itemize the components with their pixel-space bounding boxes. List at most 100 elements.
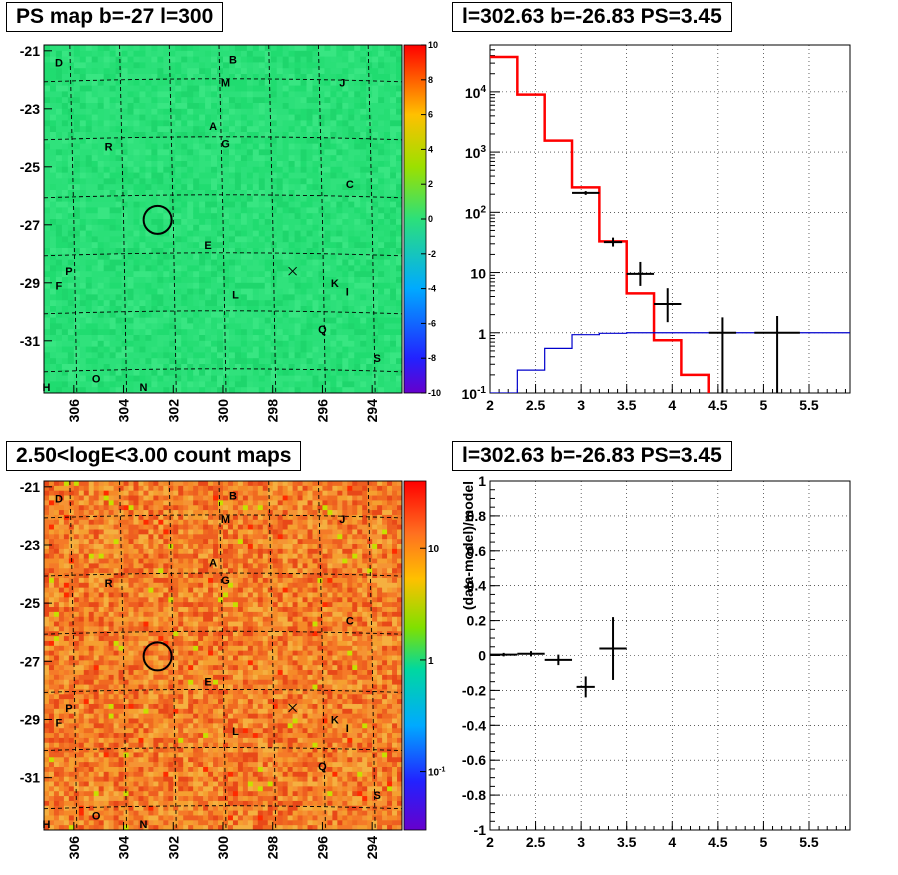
source-label-F: F bbox=[56, 281, 63, 293]
map-ytick-label: -29 bbox=[20, 275, 40, 291]
map-xtick-label: 296 bbox=[314, 399, 330, 423]
count-map-panel: -21 -23 -25 -27 -29 -31 306 304 302 300 298 296 294 D… bbox=[20, 479, 446, 860]
source-label-N: N bbox=[139, 382, 147, 394]
spectrum-ytick-label: 102 bbox=[465, 204, 487, 221]
residual-ytick-label: -0.2 bbox=[462, 682, 486, 698]
map-meridian bbox=[317, 481, 326, 830]
map-xtick-label: 298 bbox=[265, 836, 281, 860]
ps-map-panel: -21 -23 -25 -27 -29 -31 306 304 302 300 298 296 294 D… bbox=[20, 40, 441, 422]
source-label-Q: Q bbox=[318, 324, 327, 336]
source-label-E: E bbox=[204, 677, 211, 689]
source-label-C: C bbox=[346, 179, 354, 191]
spectrum-xtick-label: 2 bbox=[486, 397, 494, 413]
map-parallel bbox=[44, 78, 402, 83]
residual-xtick-label: 3 bbox=[577, 834, 585, 850]
map-parallel bbox=[44, 310, 402, 315]
colorbar-label: 6 bbox=[428, 110, 433, 120]
source-labels: D BM J A R G C E PF L KI Q S O N H bbox=[43, 491, 381, 832]
map-ytick-label: -31 bbox=[20, 770, 40, 786]
spectrum-xtick-label: 4.5 bbox=[708, 397, 728, 413]
source-label-R: R bbox=[105, 142, 113, 154]
source-label-M: M bbox=[221, 78, 230, 90]
residual-xtick-label: 2 bbox=[486, 834, 494, 850]
map-meridian bbox=[317, 45, 326, 393]
map-xtick-label: 300 bbox=[215, 836, 231, 860]
map-ytick-label: -29 bbox=[20, 711, 40, 727]
map-xtick-label: 300 bbox=[215, 399, 231, 423]
residual-xtick-label: 5 bbox=[760, 834, 768, 850]
colorbar-label: 8 bbox=[428, 75, 433, 85]
residual-ytick-label: -0.8 bbox=[462, 787, 486, 803]
source-label-R: R bbox=[105, 578, 113, 590]
map-ytick-label: -23 bbox=[20, 537, 40, 553]
residual-xtick-label: 4 bbox=[668, 834, 676, 850]
residual-ytick-label: -0.6 bbox=[462, 752, 486, 768]
source-label-I: I bbox=[346, 723, 349, 735]
colorbar-label: -4 bbox=[428, 284, 436, 294]
spectrum-xtick-label: 3 bbox=[577, 397, 585, 413]
residual-grid bbox=[489, 480, 850, 831]
source-label-A: A bbox=[209, 557, 217, 569]
residual-xtick-label: 2.5 bbox=[526, 834, 546, 850]
spectrum-ytick-label: 1 bbox=[478, 326, 486, 342]
spectrum-xtick-label: 4 bbox=[668, 397, 676, 413]
map-parallel bbox=[44, 514, 402, 519]
residual-panel: 2 2.5 3 3.5 4 4.5 5 5.5 -1 -0.8 -0.6 -0.4 -0.2 0 0.2 0.… bbox=[460, 473, 851, 850]
spectrum-ytick-label: 104 bbox=[465, 84, 487, 101]
map-parallel bbox=[44, 136, 402, 141]
selected-position-circle bbox=[142, 641, 173, 672]
map-xtick-label: 296 bbox=[314, 836, 330, 860]
source-label-D: D bbox=[55, 57, 63, 69]
source-label-L: L bbox=[232, 289, 239, 301]
colorbar-label: -6 bbox=[428, 318, 436, 328]
map-ytick-label: -27 bbox=[20, 217, 40, 233]
source-label-D: D bbox=[55, 493, 63, 505]
source-label-B: B bbox=[229, 491, 237, 503]
colorbar-label: 4 bbox=[428, 144, 433, 154]
source-label-S: S bbox=[373, 353, 380, 365]
colorbar-label: 1 bbox=[428, 656, 434, 667]
source-label-P: P bbox=[65, 266, 72, 278]
colorbar-label: 10 bbox=[428, 544, 440, 555]
colorbar-label: 10-1 bbox=[428, 767, 445, 779]
map-parallel bbox=[44, 688, 402, 693]
source-label-K: K bbox=[331, 714, 339, 726]
map-parallel bbox=[44, 572, 402, 577]
spectrum-xtick-label: 3.5 bbox=[617, 397, 637, 413]
spectrum-plot-area bbox=[490, 55, 850, 393]
map-meridian bbox=[268, 45, 277, 393]
spectrum-ytick-label: 103 bbox=[465, 144, 487, 161]
spectrum-frame bbox=[489, 44, 851, 394]
map-parallel bbox=[44, 194, 402, 199]
count-map-title: 2.50<logE<3.00 count maps bbox=[6, 441, 302, 471]
map-meridian bbox=[69, 481, 78, 830]
colorbar-label: 2 bbox=[428, 179, 433, 189]
map-grid bbox=[44, 45, 402, 393]
map-meridian bbox=[119, 481, 128, 830]
map-parallel bbox=[44, 252, 402, 257]
residual-ytick-label: 0.6 bbox=[467, 543, 487, 559]
map-meridian bbox=[218, 481, 227, 830]
spectrum-ytick-label: 10-1 bbox=[462, 385, 487, 402]
residual-ytick-label: 0 bbox=[478, 648, 486, 664]
source-label-G: G bbox=[221, 575, 230, 587]
map-xtick-label: 298 bbox=[265, 399, 281, 423]
map-meridian bbox=[218, 45, 227, 393]
map-ytick-label: -25 bbox=[20, 159, 40, 175]
residual-ylabel: (data-model)/model bbox=[460, 481, 476, 610]
map-parallel bbox=[44, 630, 402, 635]
map-meridian bbox=[268, 481, 277, 830]
spectrum-xtick-label: 5 bbox=[760, 397, 768, 413]
map-xtick-label: 304 bbox=[116, 836, 132, 860]
colorbar-label: -8 bbox=[428, 353, 436, 363]
map-xtick-label: 304 bbox=[116, 399, 132, 423]
source-label-F: F bbox=[56, 717, 63, 729]
source-label-P: P bbox=[65, 703, 72, 715]
map-ytick-label: -21 bbox=[20, 43, 40, 59]
map-parallel bbox=[44, 747, 402, 752]
residual-ytick-label: -0.4 bbox=[462, 717, 486, 733]
map-xtick-label: 302 bbox=[165, 836, 181, 860]
ps-map-title: PS map b=-27 l=300 bbox=[6, 2, 224, 32]
map-ytick-label: -21 bbox=[20, 479, 40, 495]
residual-ytick-label: 0.2 bbox=[467, 613, 487, 629]
